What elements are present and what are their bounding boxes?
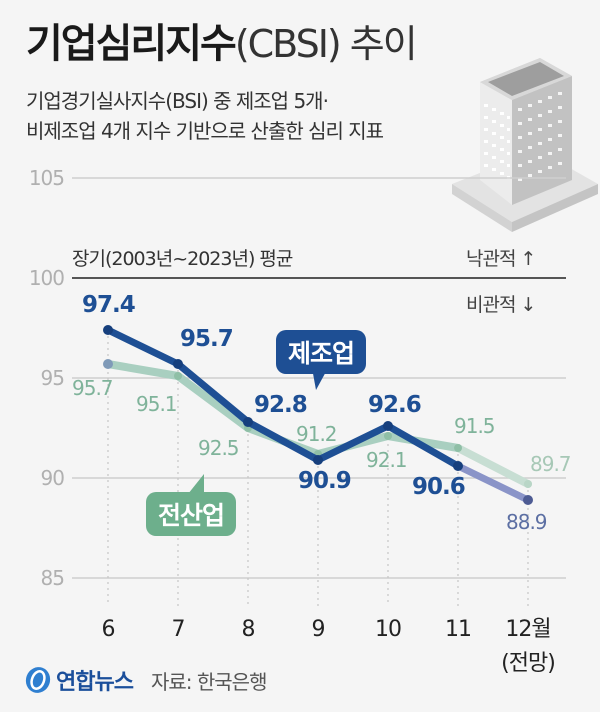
y-tick-90: 90	[40, 466, 65, 490]
x-tick-10: 10	[375, 617, 402, 642]
manufacturing-value-7: 95.7	[180, 326, 234, 352]
all-industry-value-8: 92.5	[198, 436, 240, 460]
all-industry-forecast-line	[454, 444, 532, 488]
x-tick-9: 9	[311, 617, 326, 642]
x-tick-11: 11	[445, 617, 472, 642]
subtitle-line-1: 기업경기실사지수(BSI) 중 제조업 5개·	[26, 89, 329, 113]
manufacturing-value-11: 90.6	[412, 474, 466, 500]
title-light: (CBSI) 추이	[234, 22, 418, 66]
average-label: 장기(2003년~2023년) 평균	[72, 248, 293, 270]
manufacturing-value-9: 90.9	[298, 468, 352, 494]
manufacturing-value-6: 97.4	[82, 292, 136, 318]
source-label: 자료: 한국은행	[150, 669, 267, 694]
optimistic-label: 낙관적 ↑	[466, 248, 536, 270]
page-title: 기업심리지수(CBSI) 추이	[26, 20, 418, 68]
all-industry-value-7: 95.1	[136, 392, 178, 416]
manufacturing-legend-bubble: 제조업	[276, 330, 367, 374]
manufacturing-value-10: 92.6	[368, 392, 422, 418]
y-tick-105: 105	[28, 166, 65, 190]
all-industry-value-11: 91.5	[454, 414, 496, 438]
x-tick-6: 6	[101, 617, 116, 642]
yonhap-logo-text: 연합뉴스	[56, 670, 134, 695]
manufacturing-forecast-line	[454, 462, 532, 504]
manufacturing-value-8: 92.8	[254, 392, 308, 418]
manufacturing-value-12-forecast: 88.9	[506, 510, 548, 534]
x-tick-12-month: 12월	[505, 617, 551, 642]
x-tick-12-forecast: (전망)	[501, 651, 556, 676]
y-tick-85: 85	[40, 566, 65, 590]
footer: 연합뉴스 자료: 한국은행	[24, 664, 267, 696]
x-tick-7: 7	[171, 617, 186, 642]
title-bold: 기업심리지수	[26, 21, 237, 67]
all-industry-value-6: 95.7	[72, 376, 114, 400]
all-industry-bubble-tail	[188, 474, 204, 494]
all-industry-value-9: 91.2	[296, 422, 338, 446]
x-tick-12: 12월 (전망)	[493, 616, 563, 678]
office-building-icon	[452, 58, 598, 232]
subtitle-line-2: 비제조업 4개 지수 기반으로 산출한 심리 지표	[26, 119, 384, 143]
all-industry-legend-bubble: 전산업	[146, 492, 237, 536]
y-tick-95: 95	[40, 366, 65, 390]
all-industry-value-10: 92.1	[366, 448, 408, 472]
y-tick-100: 100	[28, 266, 65, 290]
manufacturing-line	[104, 326, 462, 470]
x-tick-8: 8	[241, 617, 256, 642]
pessimistic-label: 비관적 ↓	[466, 294, 536, 316]
subtitle: 기업경기실사지수(BSI) 중 제조업 5개· 비제조업 4개 지수 기반으로 …	[26, 86, 384, 146]
all-industry-value-12-forecast: 89.7	[530, 452, 572, 476]
yonhap-logo-icon	[25, 667, 51, 693]
